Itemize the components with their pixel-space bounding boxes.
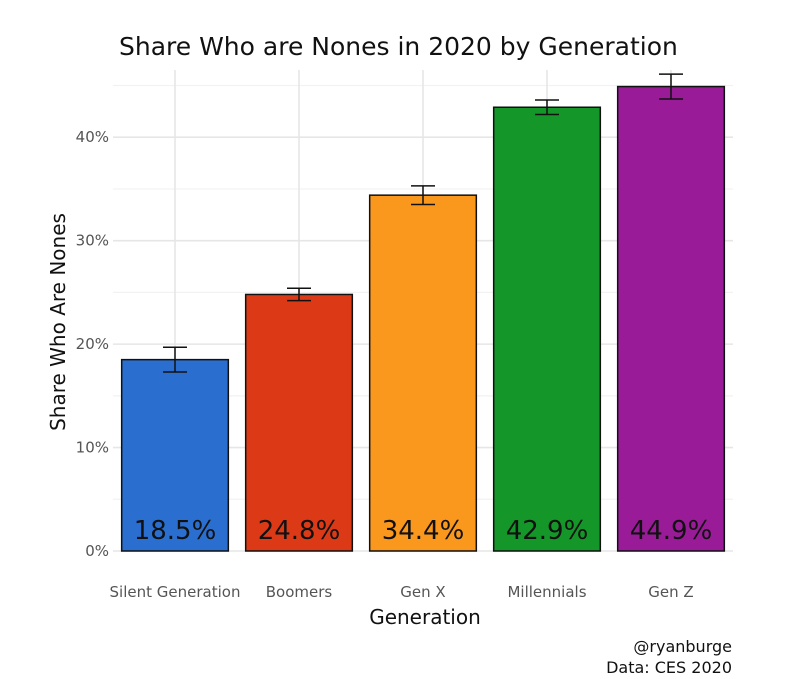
bars — [120, 85, 726, 552]
bar — [244, 293, 354, 552]
value-labels: 18.5% 24.8% 34.4% 42.9% 44.9% — [134, 516, 713, 546]
error-bar — [411, 185, 435, 206]
value-label: 42.9% — [506, 516, 589, 546]
y-tick-labels: 0% 10% 20% 30% 40% — [76, 128, 109, 560]
error-bar — [535, 99, 559, 116]
y-axis-label: Share Who Are Nones — [46, 213, 70, 431]
y-tick-label: 40% — [76, 128, 109, 146]
y-tick-label: 10% — [76, 439, 109, 457]
x-tick-label: Millennials — [507, 583, 586, 601]
x-tick-label: Gen X — [400, 583, 445, 601]
x-tick-label: Boomers — [266, 583, 333, 601]
bar — [492, 106, 602, 552]
bar — [368, 194, 478, 552]
error-bar — [287, 287, 311, 302]
caption-handle: @ryanburge — [633, 637, 732, 656]
value-label: 34.4% — [382, 516, 465, 546]
error-bars — [163, 73, 683, 373]
chart-title: Share Who are Nones in 2020 by Generatio… — [119, 32, 678, 61]
value-label: 24.8% — [258, 516, 341, 546]
x-tick-label: Silent Generation — [110, 583, 241, 601]
bar — [616, 85, 726, 552]
x-tick-label: Gen Z — [648, 583, 693, 601]
y-tick-label: 30% — [76, 232, 109, 250]
y-tick-label: 0% — [85, 542, 109, 560]
x-tick-labels: Silent Generation Boomers Gen X Millennials… — [110, 583, 694, 601]
bar — [120, 358, 230, 552]
value-label: 44.9% — [630, 516, 713, 546]
y-tick-label: 20% — [76, 335, 109, 353]
caption-source: Data: CES 2020 — [606, 658, 732, 677]
error-bar — [659, 73, 683, 100]
error-bar — [163, 346, 187, 373]
value-label: 18.5% — [134, 516, 217, 546]
x-axis-label: Generation — [369, 605, 481, 629]
